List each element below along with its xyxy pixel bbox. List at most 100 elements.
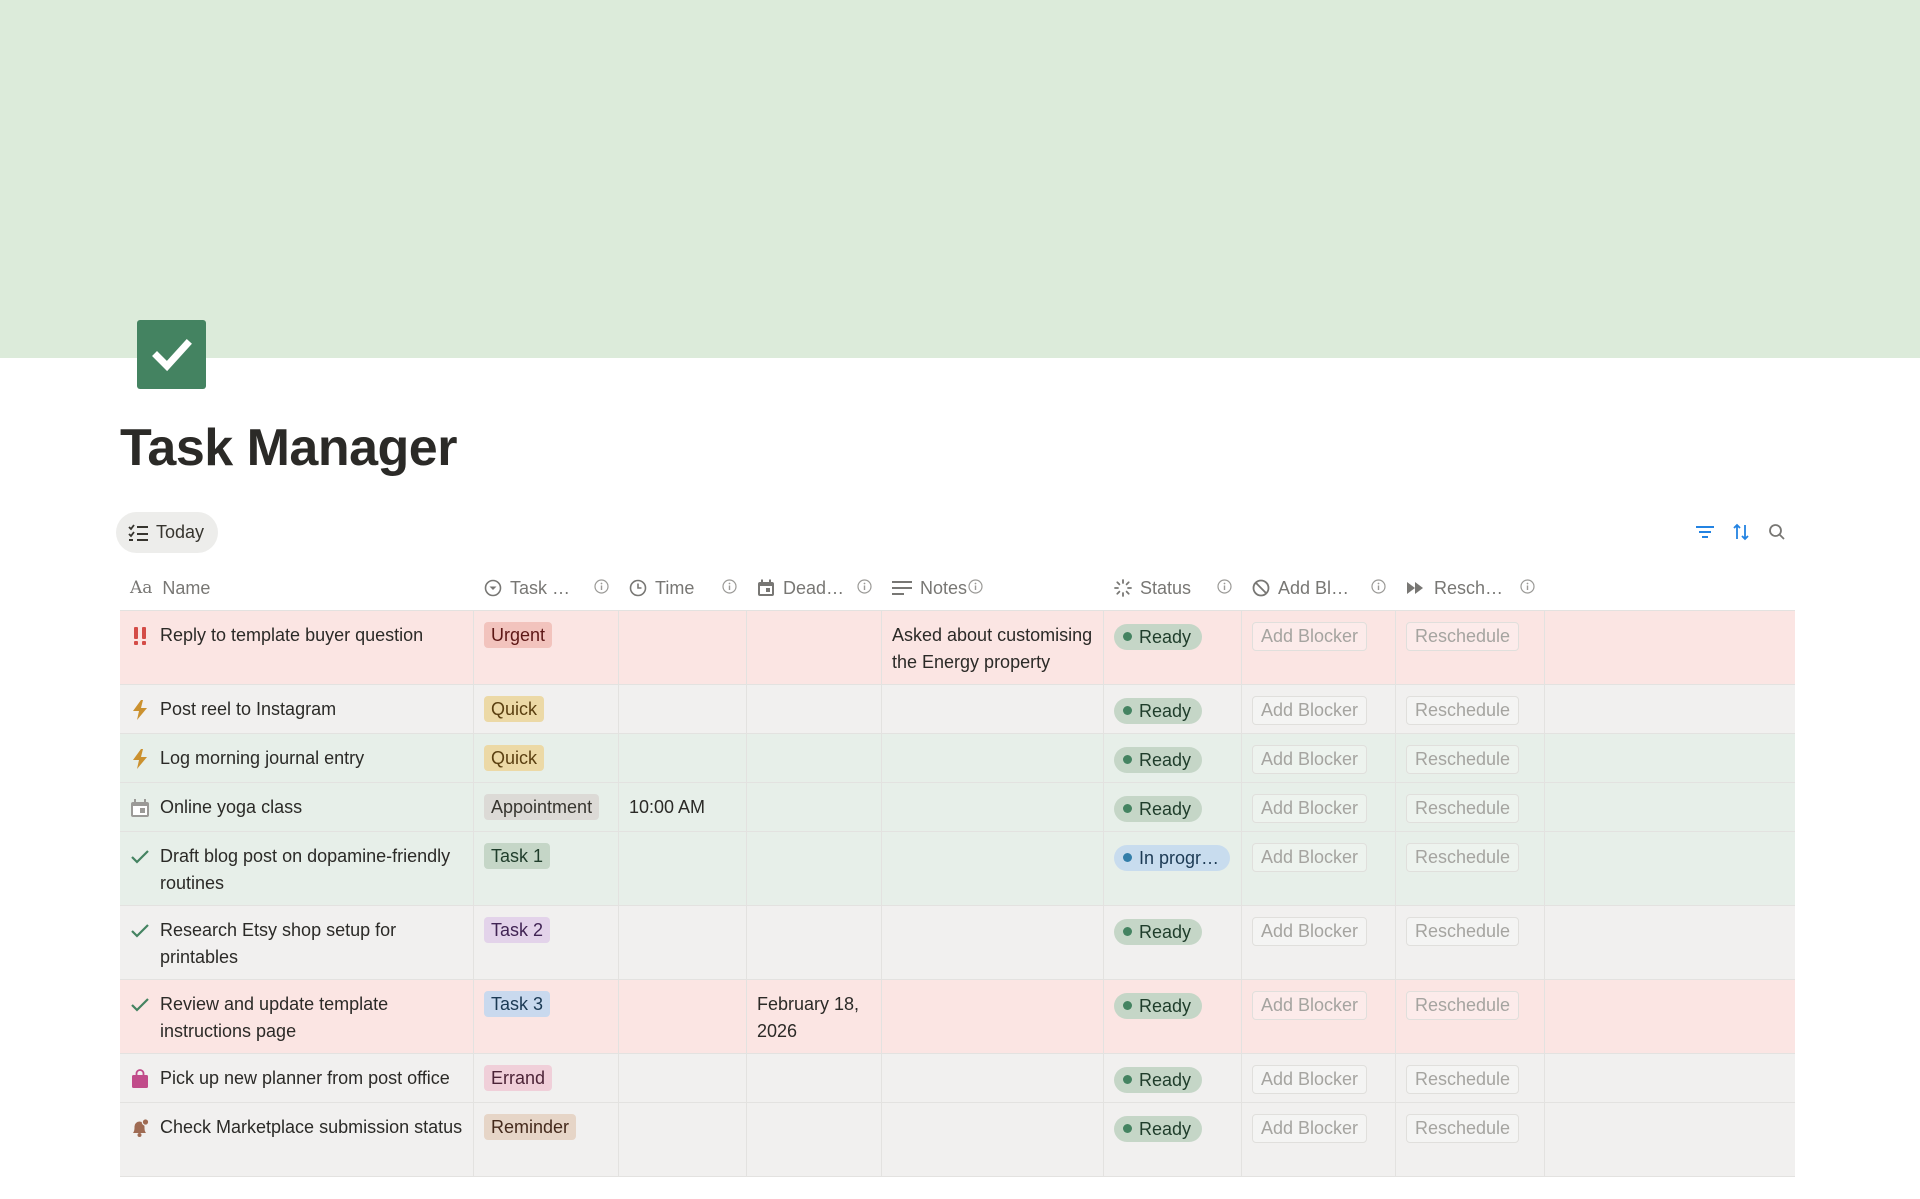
info-icon[interactable] (1217, 579, 1232, 594)
name-cell[interactable]: Research Etsy shop setup for printables (120, 906, 474, 979)
name-cell[interactable]: Review and update template instructions … (120, 980, 474, 1053)
deadline-cell[interactable]: February 18, 2026 (747, 980, 882, 1053)
column-header-name[interactable]: Aa Name (130, 577, 211, 599)
add-blocker-button[interactable]: Add Blocker (1252, 745, 1368, 774)
task-type-cell[interactable]: Task 2 (474, 906, 619, 979)
task-type-cell[interactable]: Quick (474, 685, 619, 733)
status-cell[interactable]: Ready (1104, 685, 1242, 733)
filter-icon[interactable] (1694, 520, 1716, 544)
view-tab-today[interactable]: Today (116, 512, 219, 553)
notes-cell[interactable] (882, 783, 1104, 831)
add-blocker-button[interactable]: Add Blocker (1252, 1065, 1368, 1094)
deadline-cell[interactable] (747, 734, 882, 782)
info-icon[interactable] (594, 579, 609, 594)
deadline-cell[interactable] (747, 1103, 882, 1176)
column-header-task-type[interactable]: Task … (474, 566, 619, 610)
reschedule-button[interactable]: Reschedule (1406, 1065, 1520, 1094)
table-row[interactable]: Log morning journal entry Quick Ready Ad… (120, 734, 1795, 783)
name-cell[interactable]: Log morning journal entry (120, 734, 474, 782)
name-cell[interactable]: Draft blog post on dopamine-friendly rou… (120, 832, 474, 905)
reschedule-button[interactable]: Reschedule (1406, 622, 1520, 651)
search-icon[interactable] (1766, 520, 1788, 544)
table-row[interactable]: Pick up new planner from post office Err… (120, 1054, 1795, 1103)
notes-cell[interactable] (882, 1054, 1104, 1102)
notes-cell[interactable] (882, 734, 1104, 782)
reschedule-button[interactable]: Reschedule (1406, 917, 1520, 946)
column-header-time[interactable]: Time (619, 566, 747, 610)
task-type-cell[interactable]: Quick (474, 734, 619, 782)
column-header-status[interactable]: Status (1104, 566, 1242, 610)
time-cell[interactable] (619, 1103, 747, 1176)
info-icon[interactable] (1520, 579, 1535, 594)
info-icon[interactable] (857, 579, 872, 594)
deadline-cell[interactable] (747, 685, 882, 733)
table-row[interactable]: Check Marketplace submission status Remi… (120, 1103, 1795, 1177)
table-row[interactable]: Post reel to Instagram Quick Ready Add B… (120, 685, 1795, 734)
status-cell[interactable]: Ready (1104, 611, 1242, 684)
reschedule-button[interactable]: Reschedule (1406, 1114, 1520, 1143)
reschedule-button[interactable]: Reschedule (1406, 745, 1520, 774)
notes-cell[interactable] (882, 1103, 1104, 1176)
task-type-cell[interactable]: Task 1 (474, 832, 619, 905)
column-header-add-blocker[interactable]: Add Bl… (1242, 566, 1396, 610)
status-cell[interactable]: Ready (1104, 783, 1242, 831)
add-blocker-button[interactable]: Add Blocker (1252, 794, 1368, 823)
time-cell[interactable] (619, 906, 747, 979)
name-cell[interactable]: Pick up new planner from post office (120, 1054, 474, 1102)
task-type-cell[interactable]: Errand (474, 1054, 619, 1102)
info-icon[interactable] (722, 579, 737, 594)
notes-cell[interactable] (882, 906, 1104, 979)
deadline-cell[interactable] (747, 611, 882, 684)
notes-cell[interactable]: Asked about customising the Energy prope… (882, 611, 1104, 684)
column-header-notes[interactable]: Notes (882, 566, 1104, 610)
name-cell[interactable]: Online yoga class (120, 783, 474, 831)
add-blocker-button[interactable]: Add Blocker (1252, 843, 1368, 872)
task-type-cell[interactable]: Appointment (474, 783, 619, 831)
deadline-cell[interactable] (747, 906, 882, 979)
status-cell[interactable]: Ready (1104, 906, 1242, 979)
info-icon[interactable] (1371, 579, 1386, 594)
add-blocker-button[interactable]: Add Blocker (1252, 696, 1368, 725)
reschedule-button[interactable]: Reschedule (1406, 843, 1520, 872)
status-cell[interactable]: Ready (1104, 734, 1242, 782)
table-row[interactable]: Reply to template buyer question Urgent … (120, 611, 1795, 685)
add-blocker-button[interactable]: Add Blocker (1252, 1114, 1368, 1143)
reschedule-button[interactable]: Reschedule (1406, 991, 1520, 1020)
notes-cell[interactable] (882, 685, 1104, 733)
table-row[interactable]: Draft blog post on dopamine-friendly rou… (120, 832, 1795, 906)
reschedule-button[interactable]: Reschedule (1406, 696, 1520, 725)
status-cell[interactable]: Ready (1104, 1054, 1242, 1102)
name-cell[interactable]: Check Marketplace submission status (120, 1103, 474, 1176)
deadline-cell[interactable] (747, 783, 882, 831)
status-cell[interactable]: Ready (1104, 1103, 1242, 1176)
add-blocker-button[interactable]: Add Blocker (1252, 917, 1368, 946)
deadline-cell[interactable] (747, 832, 882, 905)
task-type-cell[interactable]: Reminder (474, 1103, 619, 1176)
info-icon[interactable] (968, 579, 983, 594)
page-checkmark-icon[interactable] (137, 320, 206, 389)
name-cell[interactable]: Reply to template buyer question (120, 611, 474, 684)
time-cell[interactable] (619, 980, 747, 1053)
notes-cell[interactable] (882, 980, 1104, 1053)
add-blocker-button[interactable]: Add Blocker (1252, 622, 1368, 651)
status-cell[interactable]: Ready (1104, 980, 1242, 1053)
task-type-cell[interactable]: Task 3 (474, 980, 619, 1053)
time-cell[interactable] (619, 685, 747, 733)
notes-cell[interactable] (882, 832, 1104, 905)
task-type-cell[interactable]: Urgent (474, 611, 619, 684)
time-cell[interactable]: 10:00 AM (619, 783, 747, 831)
time-cell[interactable] (619, 832, 747, 905)
column-header-reschedule[interactable]: Resch… (1396, 566, 1545, 610)
table-row[interactable]: Review and update template instructions … (120, 980, 1795, 1054)
time-cell[interactable] (619, 611, 747, 684)
name-cell[interactable]: Post reel to Instagram (120, 685, 474, 733)
status-cell[interactable]: In progr… (1104, 832, 1242, 905)
deadline-cell[interactable] (747, 1054, 882, 1102)
table-row[interactable]: Online yoga class Appointment 10:00 AM R… (120, 783, 1795, 832)
reschedule-button[interactable]: Reschedule (1406, 794, 1520, 823)
time-cell[interactable] (619, 734, 747, 782)
time-cell[interactable] (619, 1054, 747, 1102)
sort-icon[interactable] (1730, 520, 1752, 544)
table-row[interactable]: Research Etsy shop setup for printables … (120, 906, 1795, 980)
add-blocker-button[interactable]: Add Blocker (1252, 991, 1368, 1020)
